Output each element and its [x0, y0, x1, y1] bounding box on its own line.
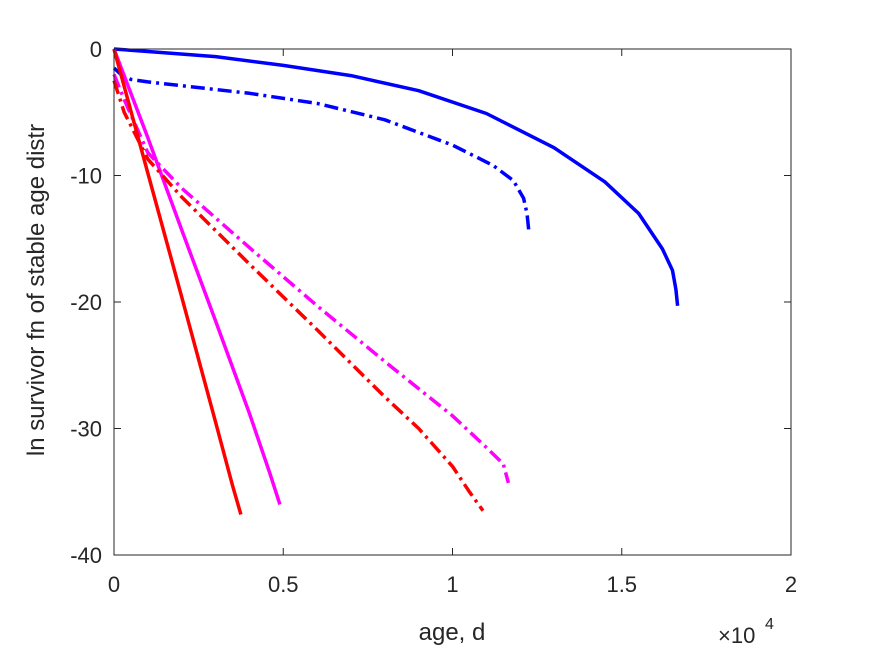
x-tick-label: 1.5 [606, 572, 637, 597]
y-tick-label: -40 [70, 543, 102, 568]
series-line-6 [112, 80, 485, 512]
series-line-2 [112, 66, 531, 231]
y-axis-label: ln survivor fn of stable age distr [23, 124, 50, 456]
x-tick-label: 0.5 [268, 572, 299, 597]
y-tick-label: 0 [90, 37, 102, 62]
series-layer [112, 47, 680, 515]
series-line-1 [113, 47, 680, 306]
x-exponent-base: ×10 [718, 623, 755, 648]
series-line-5 [112, 48, 243, 515]
x-tick-label: 2 [785, 572, 797, 597]
y-tick-label: -10 [70, 164, 102, 189]
tick-layer: 0 0.5 1 1.5 2 0 -10 -20 -30 -40 [70, 37, 797, 597]
x-exponent-power: 4 [765, 616, 774, 633]
x-tick-label: 0 [108, 572, 120, 597]
x-exponent-label: ×10 4 [718, 616, 774, 648]
plot-background [114, 49, 791, 555]
y-tick-label: -20 [70, 290, 102, 315]
y-tick-label: -30 [70, 417, 102, 442]
x-axis-label: age, d [419, 619, 486, 646]
series-line-4 [112, 73, 511, 484]
series-line-3 [112, 48, 282, 505]
x-tick-label: 1 [446, 572, 458, 597]
